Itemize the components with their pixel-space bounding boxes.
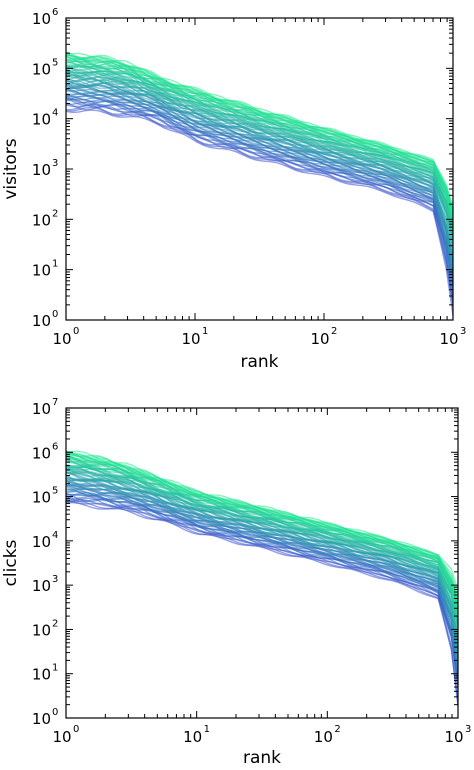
series-line bbox=[66, 495, 458, 687]
y-tick-label: 10 bbox=[32, 533, 51, 551]
y-tick-label-exponent: 4 bbox=[52, 530, 58, 541]
y-tick-label-exponent: 5 bbox=[52, 486, 58, 497]
x-tick-label-exponent: 1 bbox=[202, 326, 208, 337]
y-tick-label-exponent: 6 bbox=[52, 441, 58, 452]
y-tick-label: 10 bbox=[32, 489, 51, 507]
x-tick-label: 10 bbox=[52, 330, 71, 348]
x-tick-label-exponent: 0 bbox=[73, 724, 79, 735]
series-line bbox=[66, 469, 458, 632]
y-tick-label-exponent: 7 bbox=[52, 397, 58, 408]
chart-panel-2: 10 0 10 1 10 2 10 310 010 110 210 310 410 510 610 7rank… bbox=[1, 397, 471, 768]
x-tick-label-exponent: 3 bbox=[465, 724, 471, 735]
y-tick-label: 10 bbox=[32, 710, 51, 728]
x-tick-label: 10 bbox=[439, 330, 458, 348]
series-line bbox=[66, 106, 453, 316]
y-tick-label: 10 bbox=[32, 444, 51, 462]
y-tick-label-exponent: 4 bbox=[52, 108, 58, 119]
y-tick-label: 10 bbox=[32, 161, 51, 179]
y-tick-label: 10 bbox=[32, 211, 51, 229]
series-line bbox=[66, 459, 458, 619]
x-tick-label: 10 bbox=[52, 728, 71, 746]
y-tick-label: 10 bbox=[32, 577, 51, 595]
y-tick-label: 10 bbox=[32, 666, 51, 684]
chart-panel-1: 10 0 10 1 10 2 10 310 010 110 210 310 410 510 6rankvis… bbox=[1, 7, 466, 372]
y-tick-label: 10 bbox=[32, 10, 51, 28]
series-line bbox=[66, 97, 453, 297]
x-tick-label-exponent: 2 bbox=[331, 326, 337, 337]
series-line bbox=[66, 52, 453, 211]
x-tick-label: 10 bbox=[310, 330, 329, 348]
x-axis-title: rank bbox=[240, 352, 278, 372]
x-tick-label: 10 bbox=[181, 330, 200, 348]
x-tick-label-exponent: 1 bbox=[204, 724, 210, 735]
y-axis-title: visitors bbox=[1, 138, 21, 199]
series-line bbox=[66, 92, 453, 274]
y-tick-label-exponent: 2 bbox=[52, 618, 58, 629]
y-tick-label-exponent: 5 bbox=[52, 57, 58, 68]
x-axis-title: rank bbox=[243, 748, 281, 768]
x-tick-label-exponent: 0 bbox=[73, 326, 79, 337]
x-tick-label-exponent: 2 bbox=[334, 724, 340, 735]
x-tick-label: 10 bbox=[314, 728, 333, 746]
series-lines bbox=[66, 50, 453, 316]
series-line bbox=[66, 109, 453, 306]
y-axis-title: clicks bbox=[1, 539, 21, 586]
series-lines bbox=[66, 450, 458, 707]
y-tick-label-exponent: 6 bbox=[52, 7, 58, 18]
y-tick-label: 10 bbox=[32, 400, 51, 418]
y-tick-label: 10 bbox=[32, 111, 51, 129]
y-tick-label: 10 bbox=[32, 262, 51, 280]
y-tick-label-exponent: 0 bbox=[52, 309, 58, 320]
series-line bbox=[66, 450, 458, 591]
x-tick-label: 10 bbox=[183, 728, 202, 746]
x-tick-label-exponent: 3 bbox=[460, 326, 466, 337]
series-line bbox=[66, 498, 458, 704]
y-tick-label-exponent: 3 bbox=[52, 158, 58, 169]
y-tick-label: 10 bbox=[32, 621, 51, 639]
y-tick-label-exponent: 2 bbox=[52, 208, 58, 219]
y-tick-label: 10 bbox=[32, 312, 51, 330]
y-tick-label-exponent: 0 bbox=[52, 707, 58, 718]
series-line bbox=[66, 93, 453, 286]
x-tick-label: 10 bbox=[444, 728, 463, 746]
plot-frame bbox=[65, 407, 459, 719]
y-tick-label-exponent: 3 bbox=[52, 574, 58, 585]
series-line bbox=[66, 88, 453, 257]
y-tick-label: 10 bbox=[32, 60, 51, 78]
y-tick-label-exponent: 1 bbox=[52, 259, 58, 270]
y-tick-label-exponent: 1 bbox=[52, 663, 58, 674]
series-line bbox=[66, 50, 453, 219]
